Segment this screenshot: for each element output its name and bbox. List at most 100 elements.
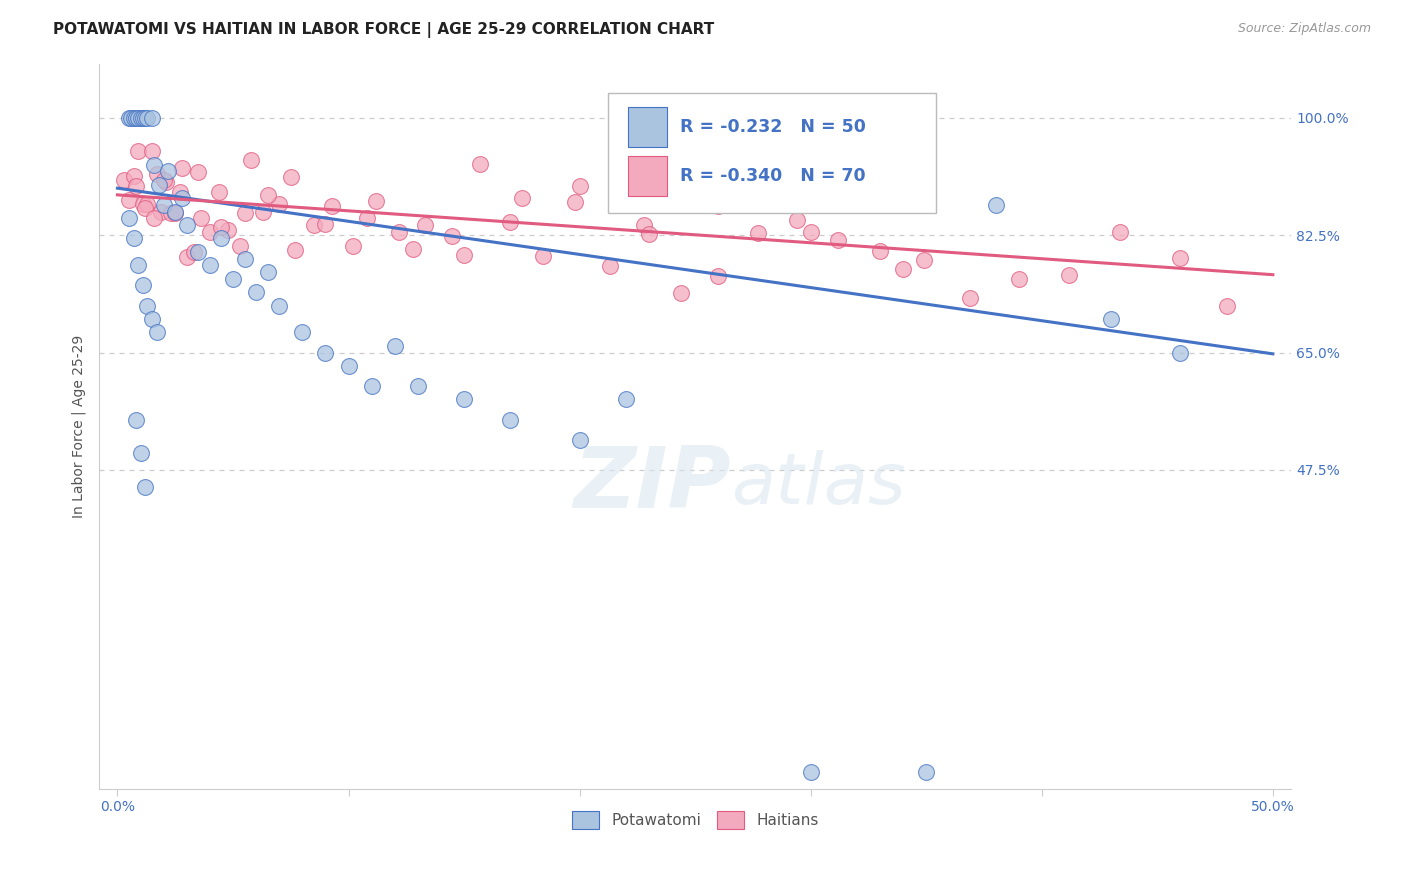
- Point: [127, 258, 149, 272]
- Point: [127, 111, 149, 125]
- Point: [172, 161, 194, 176]
- Point: [284, 243, 307, 257]
- Point: [129, 446, 152, 460]
- Point: [122, 111, 145, 125]
- Point: [360, 379, 382, 393]
- Point: [531, 249, 554, 263]
- Point: [499, 215, 522, 229]
- Bar: [628, 156, 666, 196]
- Point: [165, 204, 187, 219]
- Point: [141, 312, 163, 326]
- Point: [141, 111, 163, 125]
- Point: [280, 170, 302, 185]
- Point: [134, 111, 156, 125]
- Point: [441, 229, 464, 244]
- Point: [1109, 225, 1132, 239]
- Point: [564, 194, 586, 209]
- Point: [229, 239, 252, 253]
- Point: [269, 299, 291, 313]
- Point: [122, 231, 145, 245]
- Point: [209, 220, 232, 235]
- Point: [172, 191, 194, 205]
- Point: [233, 252, 256, 266]
- Point: [157, 164, 180, 178]
- Point: [869, 244, 891, 258]
- Point: [159, 205, 181, 219]
- Point: [165, 206, 187, 220]
- Point: [1170, 345, 1192, 359]
- Point: [118, 193, 141, 207]
- Point: [152, 172, 174, 186]
- Point: [134, 480, 156, 494]
- Y-axis label: In Labor Force | Age 25-29: In Labor Force | Age 25-29: [72, 334, 86, 518]
- Point: [169, 185, 191, 199]
- Point: [912, 252, 935, 267]
- Point: [132, 111, 155, 125]
- Point: [252, 204, 274, 219]
- Point: [125, 111, 148, 125]
- Point: [453, 392, 475, 407]
- Point: [786, 212, 808, 227]
- Point: [568, 433, 591, 447]
- Point: [118, 211, 141, 226]
- Point: [136, 111, 159, 125]
- Point: [152, 198, 174, 212]
- Point: [959, 292, 981, 306]
- FancyBboxPatch shape: [607, 93, 936, 212]
- Point: [208, 186, 231, 200]
- Point: [321, 199, 343, 213]
- Point: [453, 248, 475, 262]
- Point: [256, 265, 278, 279]
- Bar: [628, 107, 666, 147]
- Point: [984, 198, 1007, 212]
- Point: [176, 251, 198, 265]
- Point: [800, 225, 823, 239]
- Point: [187, 165, 209, 179]
- Point: [707, 199, 730, 213]
- Point: [384, 339, 406, 353]
- Point: [1215, 299, 1237, 313]
- Point: [633, 218, 655, 232]
- Point: [233, 206, 256, 220]
- Point: [145, 326, 167, 340]
- Point: [145, 168, 167, 182]
- Text: POTAWATOMI VS HAITIAN IN LABOR FORCE | AGE 25-29 CORRELATION CHART: POTAWATOMI VS HAITIAN IN LABOR FORCE | A…: [53, 22, 714, 38]
- Point: [240, 153, 263, 167]
- Point: [1059, 268, 1081, 282]
- Legend: Potawatomi, Haitians: Potawatomi, Haitians: [565, 805, 825, 835]
- Point: [568, 178, 591, 193]
- Text: R = -0.340   N = 70: R = -0.340 N = 70: [679, 168, 865, 186]
- Point: [120, 111, 142, 125]
- Point: [134, 202, 156, 216]
- Point: [118, 111, 141, 125]
- Point: [356, 211, 378, 225]
- Text: ZIP: ZIP: [574, 442, 731, 525]
- Point: [388, 226, 411, 240]
- Point: [256, 188, 278, 202]
- Point: [1099, 312, 1122, 326]
- Point: [413, 218, 436, 232]
- Point: [671, 285, 693, 300]
- Point: [800, 764, 823, 779]
- Point: [470, 157, 492, 171]
- Point: [614, 392, 637, 407]
- Point: [183, 245, 205, 260]
- Point: [314, 345, 336, 359]
- Point: [915, 764, 938, 779]
- Point: [198, 258, 221, 272]
- Point: [1008, 272, 1031, 286]
- Point: [337, 359, 360, 373]
- Point: [499, 412, 522, 426]
- Point: [366, 194, 388, 209]
- Point: [217, 223, 239, 237]
- Point: [402, 242, 425, 256]
- Point: [129, 111, 152, 125]
- Point: [314, 217, 336, 231]
- Point: [269, 197, 291, 211]
- Point: [143, 211, 166, 225]
- Point: [132, 196, 155, 211]
- Point: [150, 205, 173, 219]
- Point: [245, 285, 267, 300]
- Point: [125, 179, 148, 194]
- Point: [747, 226, 769, 240]
